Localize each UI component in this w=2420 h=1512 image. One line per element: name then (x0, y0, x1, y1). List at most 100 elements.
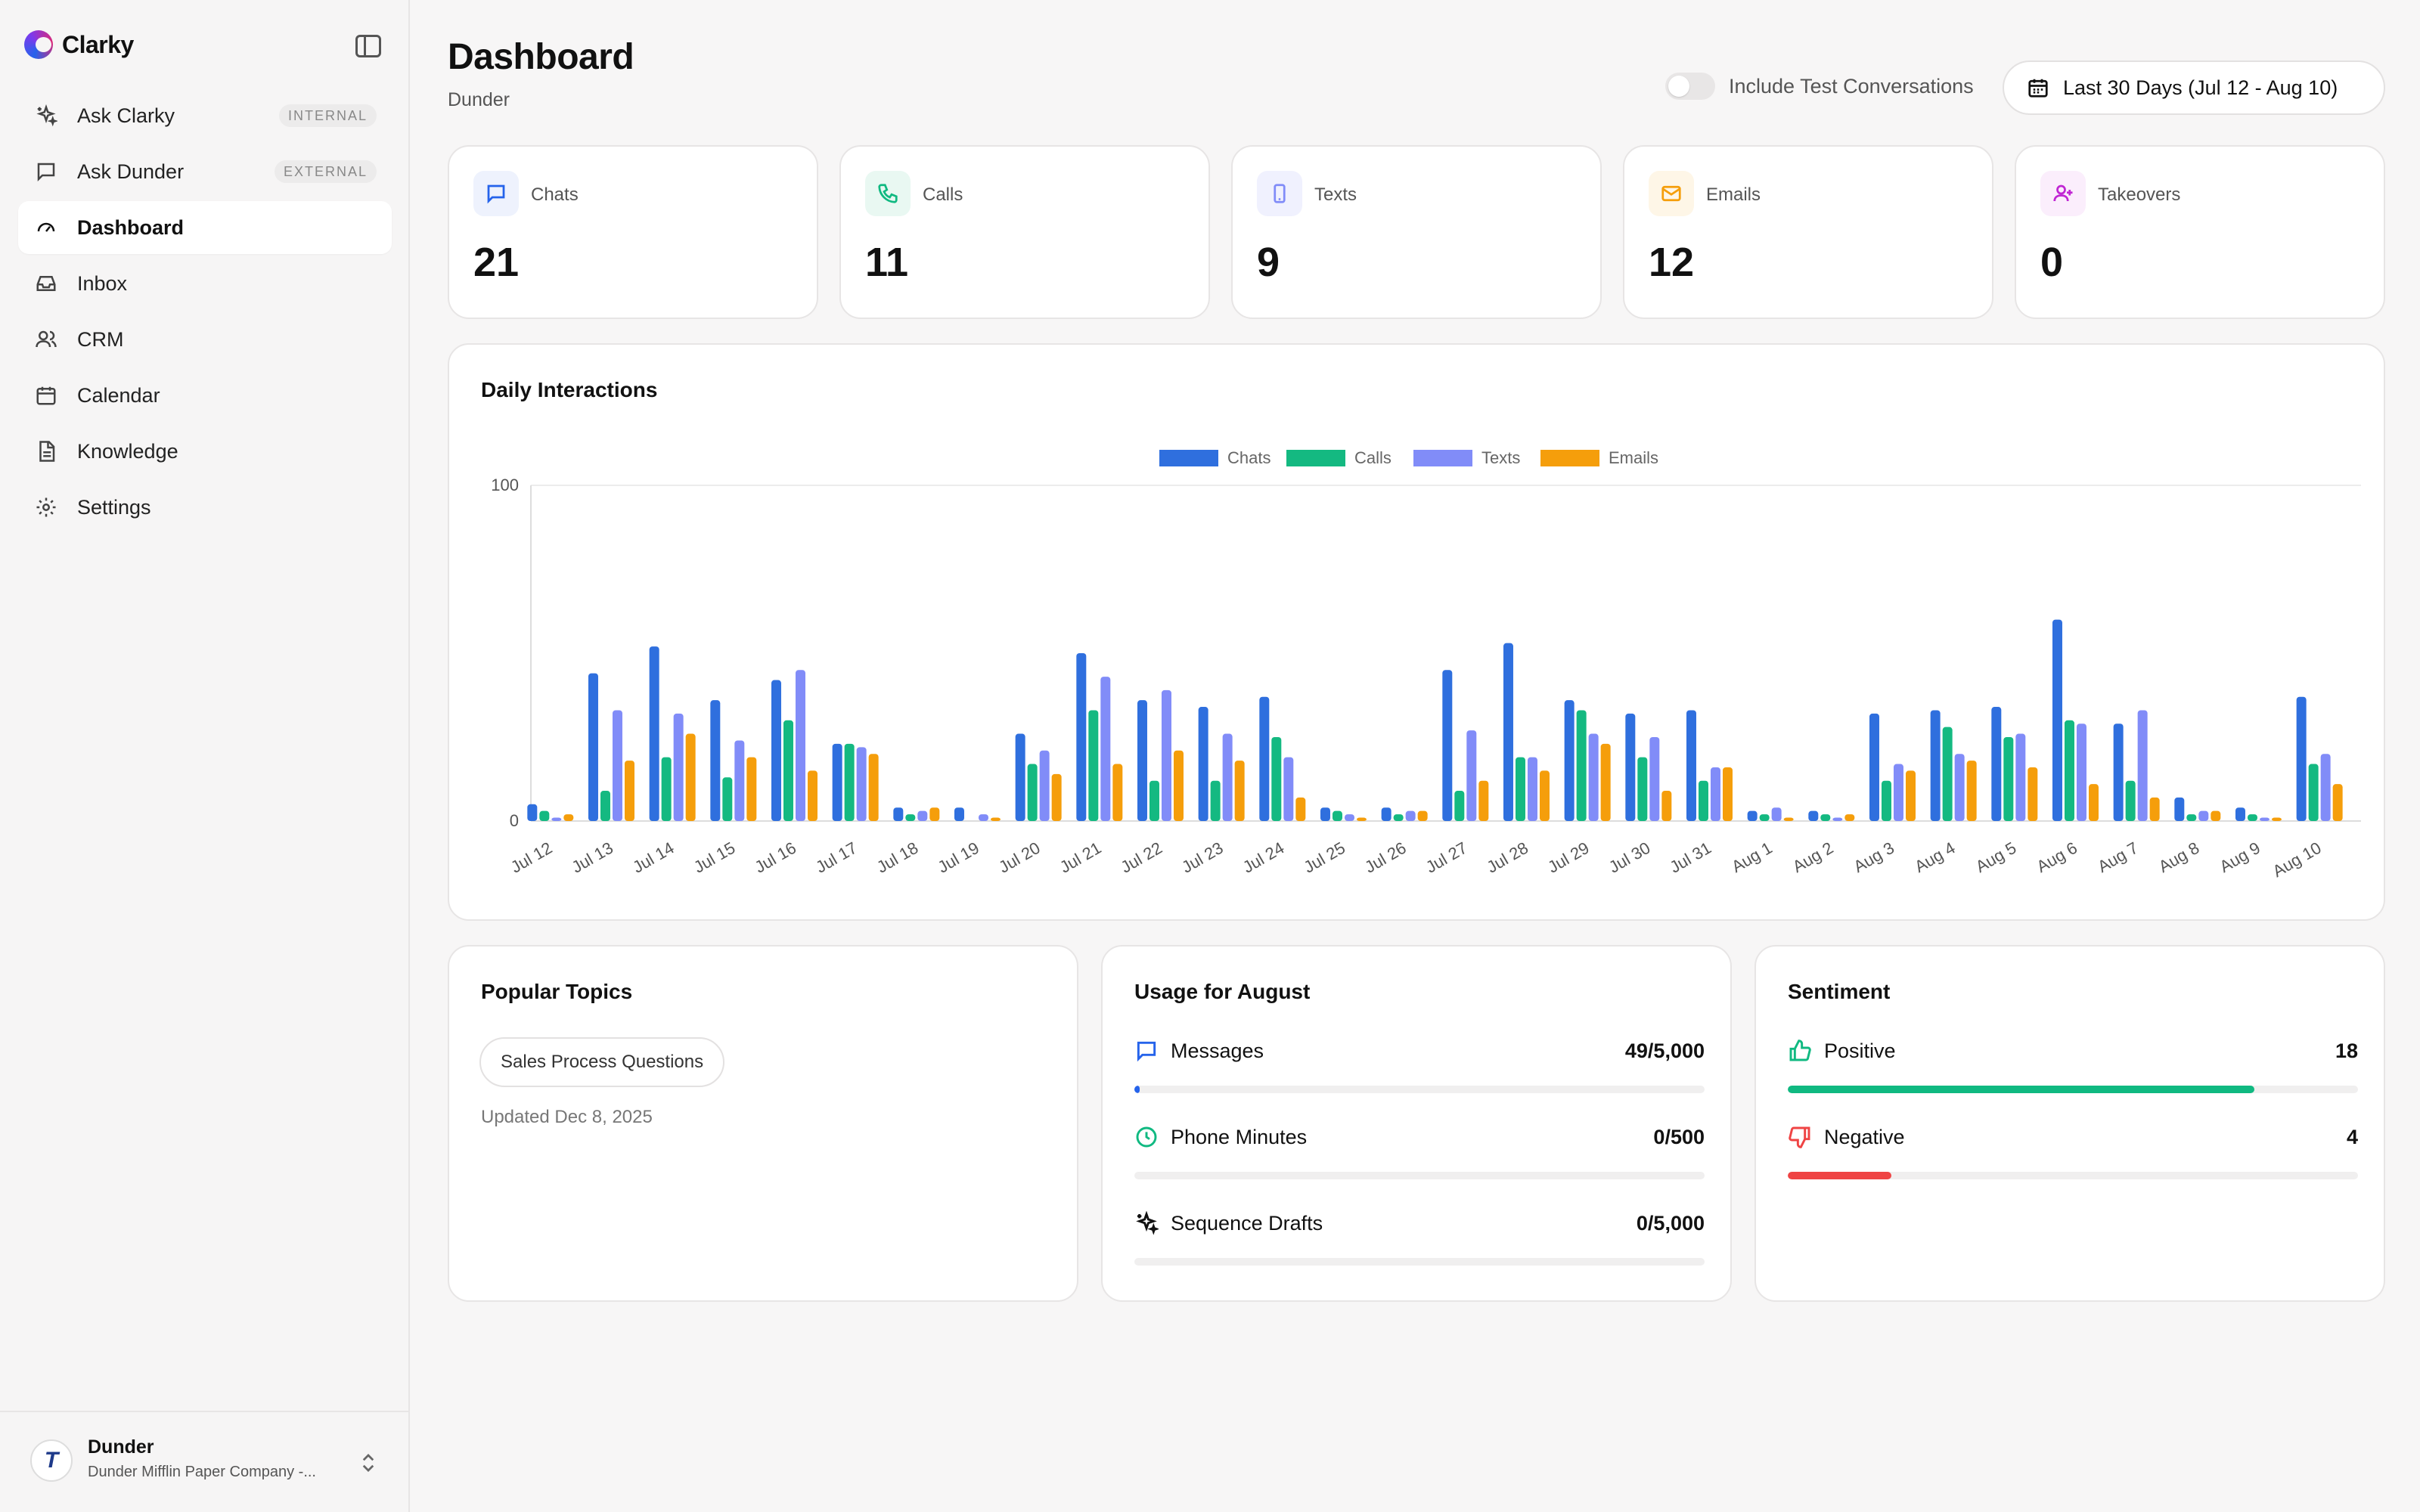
daily-interactions-chart: 100 0 Chats Calls Texts Emails Jul 12 Jul 13 Jul… (491, 448, 2361, 881)
bar-texts (1527, 757, 1537, 821)
bar-emails (1722, 767, 1733, 821)
bar-calls (1942, 727, 1953, 821)
stat-label: Calls (923, 184, 963, 205)
bar-texts (1100, 677, 1111, 821)
legend-label-chats: Chats (1227, 448, 1270, 467)
inbox-icon (33, 271, 59, 296)
bar-texts (2198, 810, 2209, 821)
bar-emails (624, 761, 634, 821)
bar-emails (868, 754, 879, 821)
sentiment-bar (1788, 1172, 2358, 1179)
bar-calls (661, 757, 672, 821)
x-tick-label: Aug 5 (1972, 838, 2019, 876)
usage-value: 49/5,000 (1624, 1039, 1705, 1062)
stat-value: 0 (2040, 240, 2064, 285)
sentiment-bar-fill (1788, 1172, 1892, 1179)
bar-calls (1210, 780, 1221, 821)
sidebar-item-dashboard[interactable]: Dashboard (18, 201, 392, 254)
bar-chats (1381, 807, 1392, 821)
sidebar-item-settings[interactable]: Settings (18, 481, 392, 534)
bar-emails (1234, 761, 1245, 821)
bar-chats (954, 807, 964, 821)
bar-texts (612, 710, 622, 821)
sentiment-bar-fill (1788, 1086, 2254, 1093)
thumbs-up-icon (1789, 1040, 1811, 1061)
bar-calls (2125, 780, 2136, 821)
bar-emails (1295, 797, 1306, 821)
page-subtitle: Dunder (448, 89, 510, 110)
bar-calls (1820, 814, 1831, 821)
bar-texts (1954, 754, 1965, 821)
bar-calls (600, 791, 610, 821)
bar-texts (1588, 733, 1599, 821)
x-tick-label: Jul 25 (1301, 838, 1348, 877)
x-tick-label: Jul 24 (1239, 838, 1287, 877)
sidebar-item-knowledge[interactable]: Knowledge (18, 425, 392, 478)
account-switcher[interactable]: T Dunder Dunder Mifflin Paper Company -.… (0, 1411, 410, 1512)
bar-texts (1649, 737, 1660, 821)
usage-label: Messages (1171, 1039, 1264, 1062)
bar-chats (1564, 700, 1575, 821)
bar-emails (1356, 817, 1367, 821)
bar-calls (2186, 814, 2197, 821)
bar-calls (783, 720, 793, 821)
usage-bar (1134, 1172, 1705, 1179)
bar-chats (1015, 733, 1025, 821)
stat-card-texts: Texts 9 (1231, 145, 1602, 319)
usage-value: 0/500 (1653, 1125, 1705, 1148)
topic-chip[interactable]: Sales Process Questions (479, 1037, 725, 1087)
brand[interactable]: Clarky (24, 30, 134, 59)
bar-emails (807, 770, 818, 821)
bar-texts (1710, 767, 1720, 821)
x-tick-label: Jul 31 (1667, 838, 1714, 877)
date-range-picker[interactable]: Last 30 Days (Jul 12 - Aug 10) (2003, 60, 2385, 115)
x-tick-label: Jul 28 (1484, 838, 1531, 877)
bar-texts (917, 810, 928, 821)
bar-texts (978, 814, 988, 821)
sentiment-bar (1788, 1086, 2358, 1093)
legend-label-texts: Texts (1481, 448, 1520, 467)
sidebar-toggle-icon[interactable] (355, 35, 381, 57)
sidebar-item-ask-clarky[interactable]: Ask Clarky INTERNAL (18, 89, 392, 142)
sidebar-item-crm[interactable]: CRM (18, 313, 392, 366)
date-range-label: Last 30 Days (Jul 12 - Aug 10) (2063, 76, 2338, 99)
x-tick-label: Jul 29 (1544, 838, 1592, 877)
bar-chats (1625, 713, 1636, 821)
sidebar-item-label: Calendar (77, 383, 160, 407)
legend-label-calls: Calls (1354, 448, 1392, 467)
updated-timestamp: Updated Dec 8, 2025 (481, 1107, 653, 1127)
usage-card: Usage for August Messages 49/5,000 Phone… (1101, 945, 1732, 1302)
stat-card-emails: Emails 12 (1623, 145, 1993, 319)
sparkle-icon (33, 103, 59, 129)
avatar: T (30, 1439, 73, 1482)
test-conversations-toggle[interactable] (1665, 73, 1715, 100)
y-tick-label: 100 (491, 476, 519, 494)
sidebar-item-calendar[interactable]: Calendar (18, 369, 392, 422)
x-tick-label: Jul 30 (1606, 838, 1653, 877)
bar-chats (1503, 643, 1513, 821)
bar-emails (1051, 773, 1062, 821)
sidebar-item-ask-dunder[interactable]: Ask Dunder EXTERNAL (18, 145, 392, 198)
card-title: Usage for August (1134, 980, 1311, 1003)
bar-chats (1076, 653, 1087, 821)
bar-emails (1112, 764, 1123, 821)
bar-emails (2028, 767, 2038, 821)
page-title: Dashboard (448, 37, 634, 77)
bar-emails (2271, 817, 2282, 821)
bar-emails (1478, 780, 1489, 821)
sentiment-label: Positive (1824, 1039, 1896, 1062)
sidebar-item-inbox[interactable]: Inbox (18, 257, 392, 310)
chat-icon (473, 171, 519, 216)
bar-chats (1137, 700, 1147, 821)
chart-title: Daily Interactions (481, 378, 658, 401)
bar-calls (722, 777, 733, 821)
bar-calls (1759, 814, 1770, 821)
bar-calls (1454, 791, 1465, 821)
sparkle-icon (1136, 1211, 1159, 1235)
x-tick-label: Jul 22 (1118, 838, 1165, 877)
sidebar-item-label: Dashboard (77, 215, 185, 239)
stat-label: Takeovers (2098, 184, 2181, 205)
bar-chats (832, 743, 842, 821)
bar-texts (795, 670, 805, 821)
x-tick-label: Jul 12 (507, 838, 555, 877)
